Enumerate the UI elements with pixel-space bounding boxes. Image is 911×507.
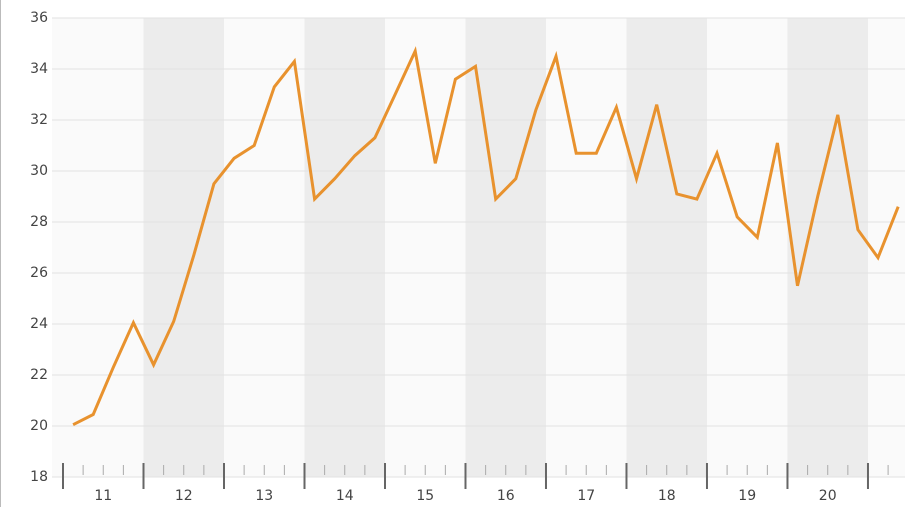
y-tick-label: 26 xyxy=(30,265,48,281)
x-tick-label: 13 xyxy=(255,488,273,504)
x-tick-label: 11 xyxy=(94,488,112,504)
y-tick-label: 36 xyxy=(30,10,48,26)
x-tick-label: 20 xyxy=(819,488,837,504)
y-tick-label: 22 xyxy=(30,367,48,383)
day-band xyxy=(626,18,707,477)
day-band xyxy=(143,18,224,477)
day-band xyxy=(787,18,868,477)
y-tick-label: 20 xyxy=(30,418,48,434)
y-tick-label: 28 xyxy=(30,214,48,230)
day-band xyxy=(304,18,385,477)
x-tick-label: 19 xyxy=(738,488,756,504)
x-tick-label: 15 xyxy=(416,488,434,504)
data-line xyxy=(72,46,900,427)
x-tick-label: 12 xyxy=(175,488,193,504)
x-tick-label: 14 xyxy=(336,488,354,504)
y-tick-label: 24 xyxy=(30,316,48,332)
y-tick-label: 18 xyxy=(30,469,48,485)
y-tick-label: 34 xyxy=(30,61,48,77)
x-tick-label: 18 xyxy=(658,488,676,504)
x-tick-label: 17 xyxy=(577,488,595,504)
y-tick-label: 32 xyxy=(30,112,48,128)
x-tick-label: 16 xyxy=(497,488,515,504)
y-tick-label: 30 xyxy=(30,163,48,179)
